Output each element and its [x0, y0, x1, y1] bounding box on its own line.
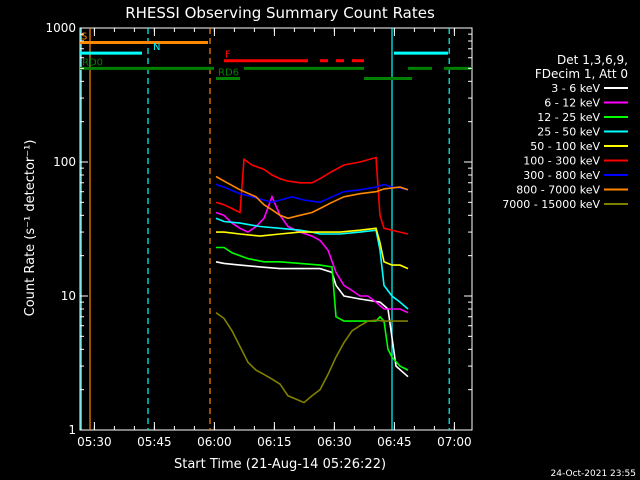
x-tick-label: 06:15 [257, 435, 292, 449]
y-tick-label: 10 [61, 289, 76, 303]
legend-entry-label: 6 - 12 keV [544, 97, 600, 110]
legend-header-line: Det 1,3,6,9, [557, 53, 628, 67]
legend-header-line: FDecim 1, Att 0 [535, 67, 628, 81]
legend-entry-label: 25 - 50 keV [537, 126, 600, 139]
flag-bar-label: RD0 [82, 57, 103, 68]
series-line [215, 217, 409, 310]
flag-bar-label: S [81, 31, 87, 42]
legend-entry-label: 300 - 800 keV [523, 169, 600, 182]
series-line [216, 246, 409, 371]
legend-entry-label: 12 - 25 keV [537, 111, 600, 124]
flag-bar-label: F [225, 50, 231, 61]
y-axis-label: Count Rate (s⁻¹ detector⁻¹) [23, 140, 38, 317]
series-line [215, 194, 409, 314]
legend: Det 1,3,6,9, FDecim 1, Att 0 3 - 6 keV 6 … [502, 53, 628, 211]
y-tick-label: 1 [68, 423, 76, 437]
y-tick-label: 100 [53, 155, 76, 169]
x-tick-label: 05:45 [137, 435, 172, 449]
series-line [215, 183, 409, 204]
legend-entry-label: 50 - 100 keV [530, 140, 600, 153]
series-line [215, 156, 409, 235]
chart-title: RHESSI Observing Summary Count Rates [125, 4, 435, 22]
x-tick-label: 07:00 [437, 435, 472, 449]
legend-entry-label: 800 - 7000 keV [516, 184, 600, 197]
legend-entry-label: 100 - 300 keV [523, 155, 600, 168]
y-tick-label: 1000 [45, 21, 76, 35]
series-line [216, 227, 409, 270]
series-line [215, 175, 409, 220]
footer-timestamp: 24-Oct-2021 23:55 [551, 469, 636, 479]
legend-entry-label: 7000 - 15000 keV [502, 198, 600, 211]
x-tick-label: 06:45 [377, 435, 412, 449]
legend-entry-label: 3 - 6 keV [551, 82, 600, 95]
x-tick-label: 06:00 [197, 435, 232, 449]
flag-bar-label: RD6 [218, 67, 239, 78]
plot-frame [79, 27, 473, 431]
x-tick-label: 06:30 [317, 435, 352, 449]
x-axis-label: Start Time (21-Aug-14 05:26:22) [174, 457, 386, 472]
x-tick-label: 05:30 [77, 435, 112, 449]
flag-bar-label: N [153, 42, 160, 53]
series-line [215, 312, 408, 404]
